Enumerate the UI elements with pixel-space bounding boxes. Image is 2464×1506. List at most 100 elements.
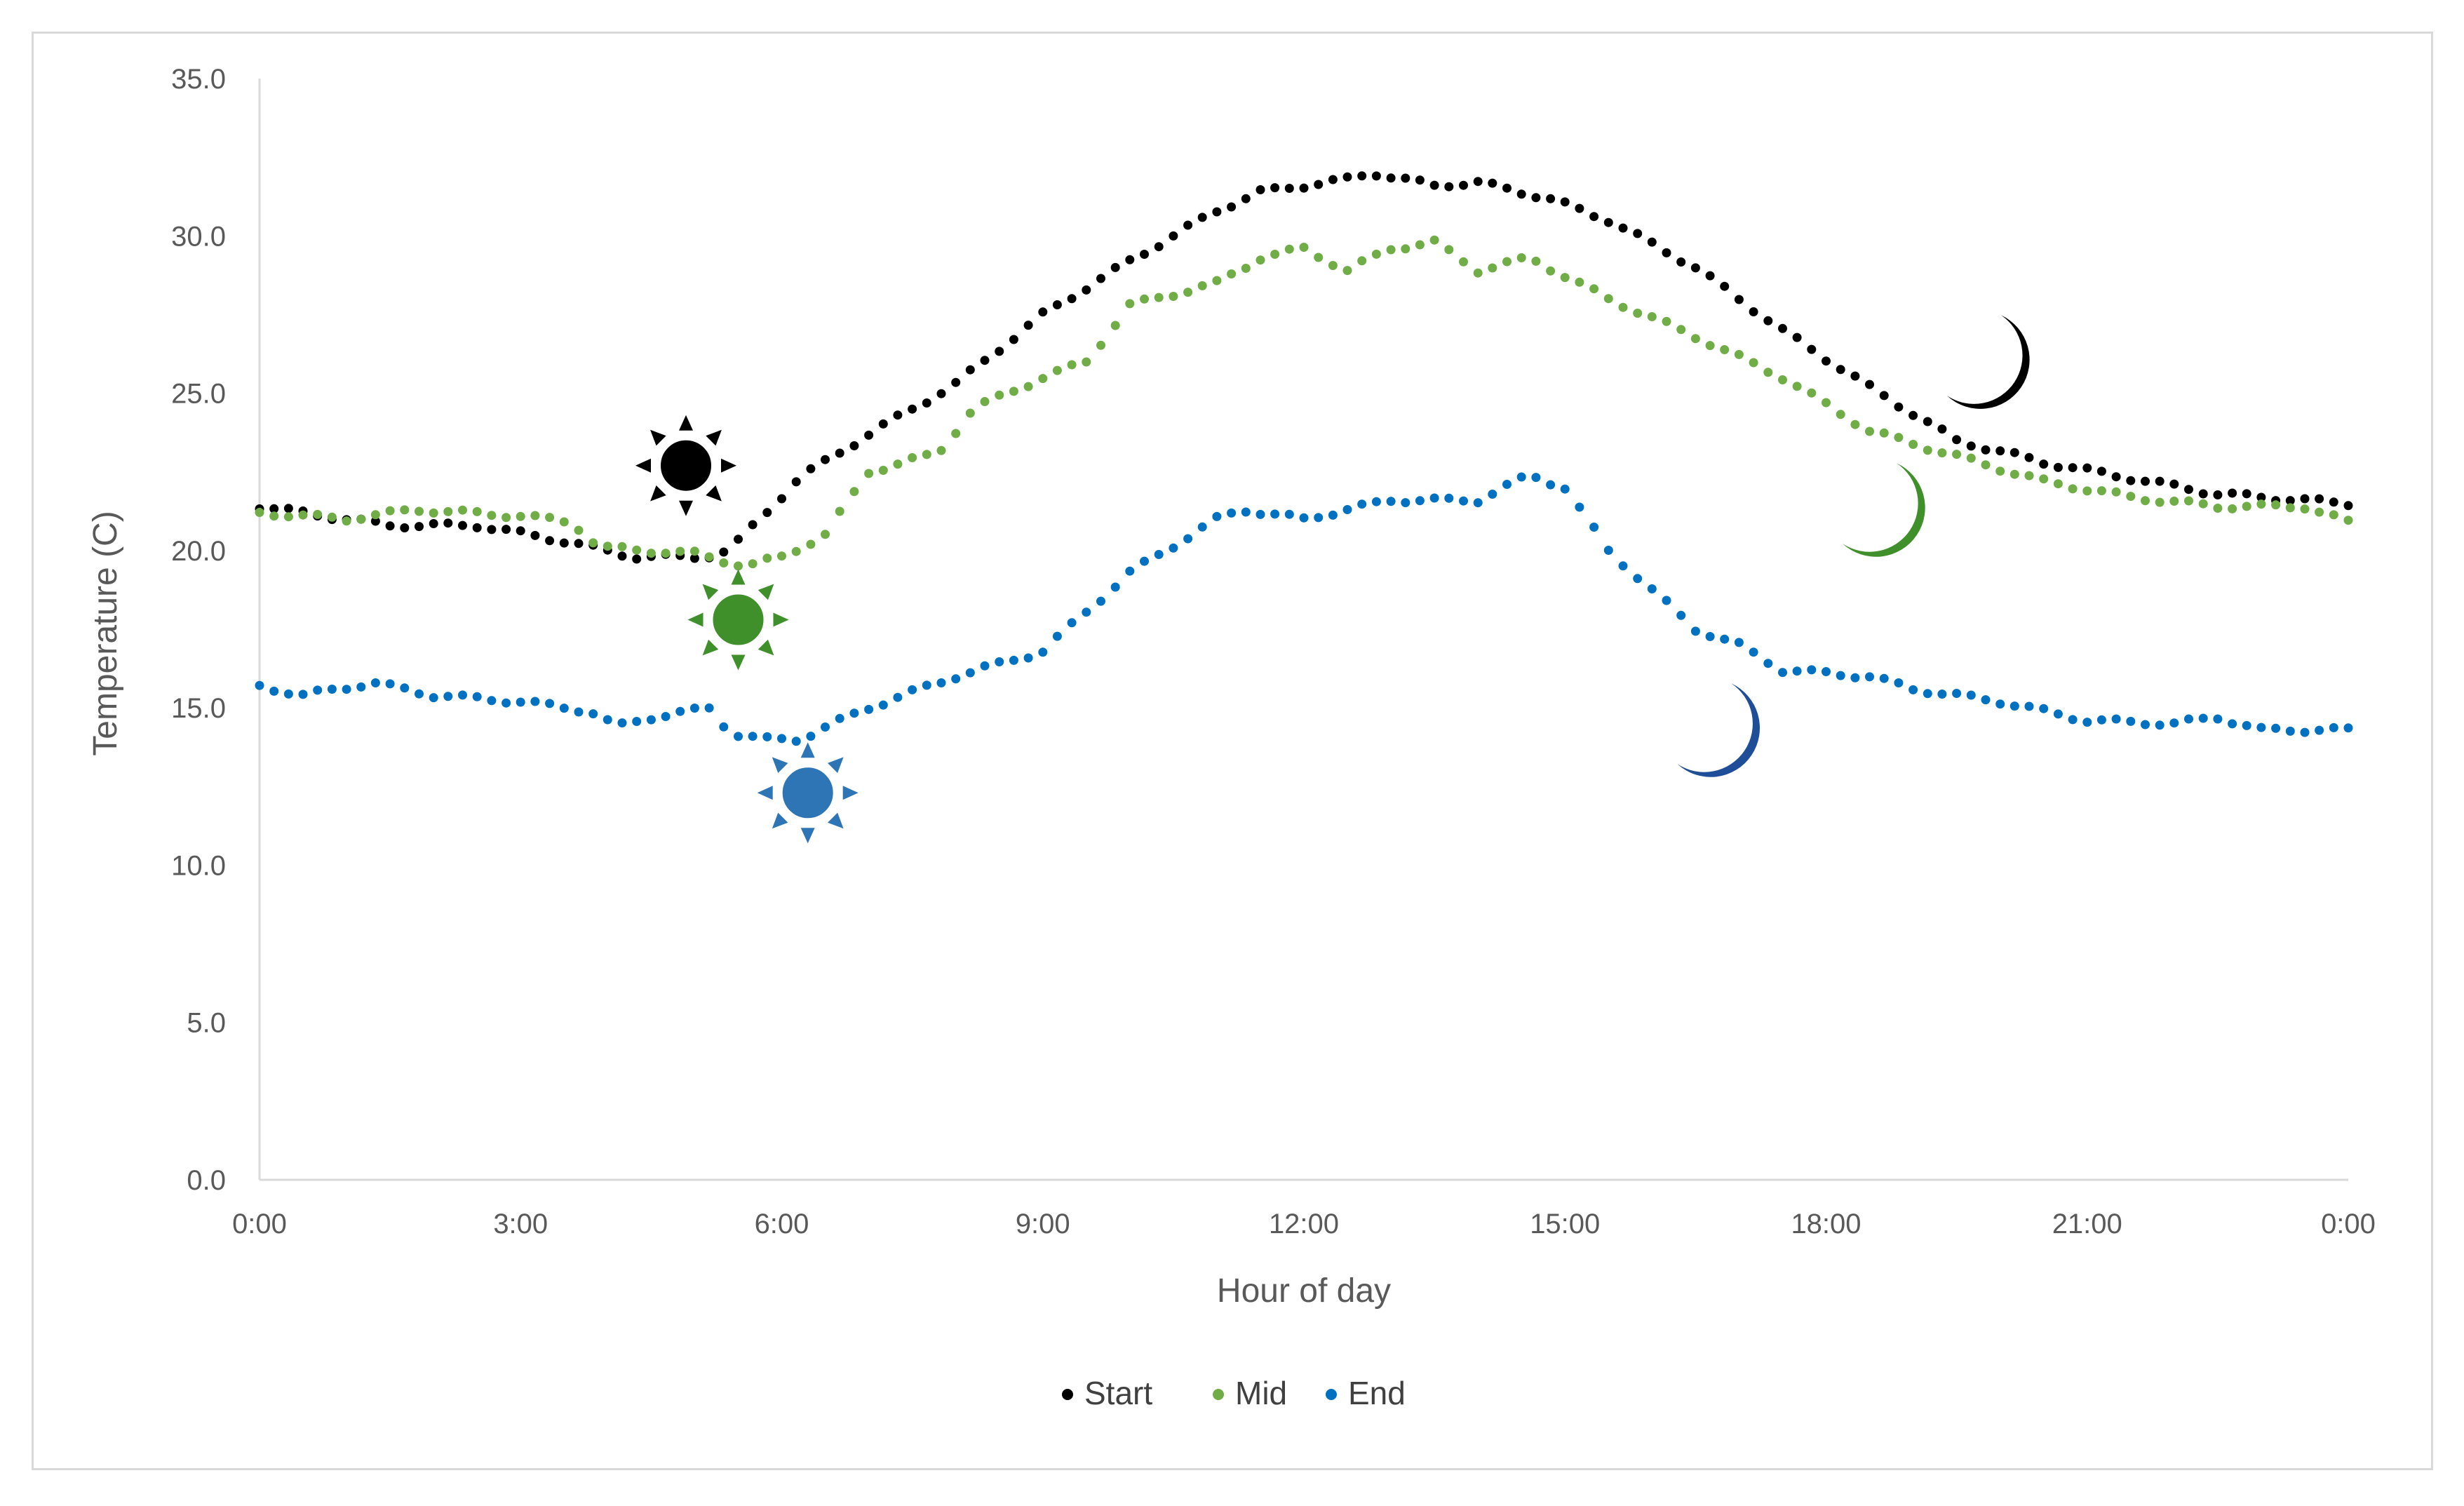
data-point xyxy=(1894,433,1904,443)
data-point xyxy=(821,530,830,539)
data-point xyxy=(1778,375,1787,384)
data-point xyxy=(2198,489,2208,499)
data-point xyxy=(1749,358,1758,368)
moon-icon xyxy=(1677,683,1761,777)
data-point xyxy=(574,539,584,549)
sun-ray xyxy=(721,458,736,473)
axes xyxy=(258,79,2348,1181)
data-point xyxy=(501,525,511,535)
data-point xyxy=(1255,255,1265,265)
data-point xyxy=(1371,249,1381,259)
data-point xyxy=(2053,479,2063,489)
sun-ray xyxy=(828,757,844,773)
data-point xyxy=(2068,463,2078,473)
data-point xyxy=(313,509,323,519)
data-point xyxy=(1459,257,1468,267)
data-point xyxy=(1546,194,1556,203)
legend-marker xyxy=(1326,1389,1337,1400)
sun-core xyxy=(658,437,714,494)
data-point xyxy=(1937,448,1947,458)
data-point xyxy=(1792,666,1802,676)
data-point xyxy=(1807,665,1817,675)
data-point xyxy=(2198,713,2208,723)
data-point xyxy=(1603,294,1613,304)
data-point xyxy=(2141,720,2150,730)
data-point xyxy=(2256,492,2266,502)
data-point xyxy=(1894,402,1904,412)
data-point xyxy=(806,464,816,473)
data-point xyxy=(458,520,467,530)
data-point xyxy=(1879,391,1889,401)
data-point xyxy=(1923,417,1932,426)
data-point xyxy=(2039,704,2049,713)
data-point xyxy=(2184,485,2193,495)
y-tick-label: 25.0 xyxy=(171,379,226,410)
data-point xyxy=(1052,365,1062,375)
sun-ray xyxy=(679,415,693,431)
data-point xyxy=(443,518,453,528)
data-point xyxy=(2285,503,2295,513)
data-point xyxy=(1096,596,1105,606)
legend-marker xyxy=(1213,1389,1224,1400)
data-point xyxy=(1560,484,1570,494)
data-point xyxy=(2169,497,2179,506)
data-point xyxy=(704,703,714,713)
data-point xyxy=(908,404,917,414)
y-tick-label: 10.0 xyxy=(171,850,226,881)
sun-ray xyxy=(758,639,774,656)
data-point xyxy=(1038,647,1048,657)
data-point xyxy=(1415,496,1425,506)
sun-ray xyxy=(772,812,788,829)
data-point xyxy=(1618,561,1628,571)
data-point xyxy=(1401,244,1411,254)
sun-ray xyxy=(679,500,693,516)
sun-icon xyxy=(757,742,859,844)
data-point xyxy=(1473,498,1483,508)
data-point xyxy=(2343,501,2353,511)
data-point xyxy=(661,712,671,721)
x-tick-label: 6:00 xyxy=(755,1209,809,1239)
data-point xyxy=(2329,722,2338,732)
data-point xyxy=(922,450,931,459)
data-point xyxy=(1473,268,1483,278)
data-point xyxy=(559,517,569,527)
data-point xyxy=(1328,510,1338,520)
data-point xyxy=(951,429,961,438)
data-point xyxy=(1241,194,1251,203)
data-point xyxy=(719,722,729,732)
data-point xyxy=(458,690,467,700)
data-point xyxy=(1603,546,1613,555)
data-point xyxy=(501,513,511,523)
data-point xyxy=(1690,263,1700,273)
data-point xyxy=(530,530,540,540)
sun-core xyxy=(779,765,836,821)
data-point xyxy=(342,516,351,526)
x-tick-label: 9:00 xyxy=(1016,1209,1070,1239)
data-point xyxy=(936,678,946,687)
data-point xyxy=(1734,638,1744,647)
data-point xyxy=(602,542,612,551)
data-point xyxy=(1763,368,1773,377)
data-point xyxy=(1662,248,1671,257)
data-point xyxy=(472,692,482,701)
data-point xyxy=(878,419,888,429)
data-point xyxy=(545,536,555,546)
data-point xyxy=(1255,509,1265,519)
data-point xyxy=(2024,701,2034,711)
data-point xyxy=(2009,701,2019,711)
data-point xyxy=(995,347,1004,356)
data-point xyxy=(2329,497,2338,507)
data-point xyxy=(2184,496,2193,506)
data-point xyxy=(1009,335,1018,344)
data-point xyxy=(2184,714,2193,724)
data-point xyxy=(1154,550,1164,559)
data-point xyxy=(1937,690,1947,699)
data-point xyxy=(748,559,758,569)
data-point xyxy=(313,685,323,695)
data-point xyxy=(951,674,961,684)
data-point xyxy=(1879,673,1889,683)
data-point xyxy=(1401,173,1411,183)
data-point xyxy=(1299,243,1309,252)
data-point xyxy=(1720,634,1730,644)
data-point xyxy=(1284,184,1294,193)
